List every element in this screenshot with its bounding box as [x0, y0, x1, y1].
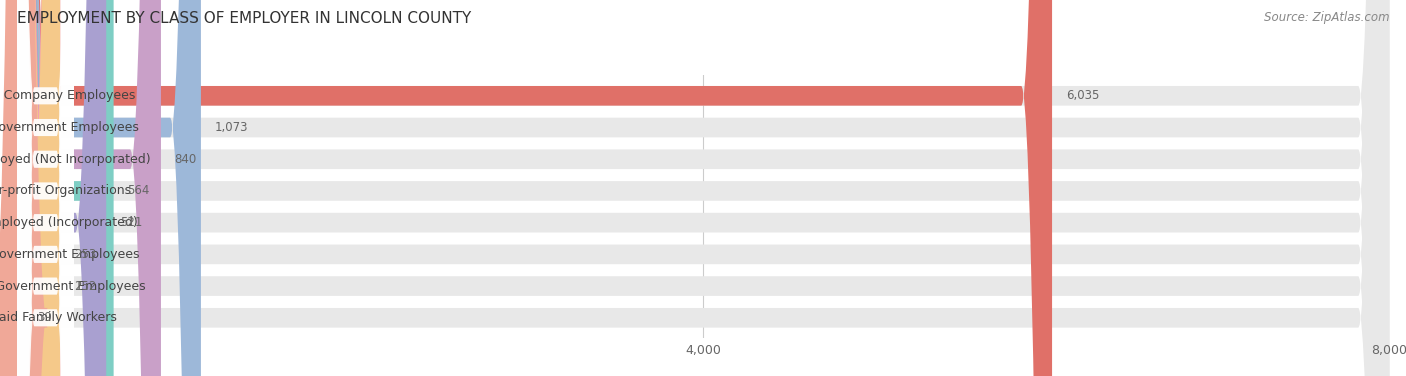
FancyBboxPatch shape: [17, 0, 1052, 376]
FancyBboxPatch shape: [17, 0, 75, 376]
FancyBboxPatch shape: [0, 0, 48, 376]
FancyBboxPatch shape: [17, 0, 107, 376]
Text: Source: ZipAtlas.com: Source: ZipAtlas.com: [1264, 11, 1389, 24]
Text: 252: 252: [75, 280, 96, 293]
FancyBboxPatch shape: [17, 0, 1389, 376]
FancyBboxPatch shape: [17, 0, 160, 376]
Text: State Government Employees: State Government Employees: [0, 248, 139, 261]
FancyBboxPatch shape: [17, 0, 1389, 376]
Text: 39: 39: [38, 311, 52, 324]
Text: Unpaid Family Workers: Unpaid Family Workers: [0, 311, 117, 324]
FancyBboxPatch shape: [17, 0, 114, 376]
FancyBboxPatch shape: [17, 0, 1389, 376]
FancyBboxPatch shape: [17, 0, 75, 376]
Text: Self-Employed (Not Incorporated): Self-Employed (Not Incorporated): [0, 153, 150, 166]
Text: Self-Employed (Incorporated): Self-Employed (Incorporated): [0, 216, 138, 229]
Text: 564: 564: [128, 185, 149, 197]
FancyBboxPatch shape: [17, 0, 75, 376]
Text: 1,073: 1,073: [215, 121, 247, 134]
FancyBboxPatch shape: [17, 0, 1389, 376]
FancyBboxPatch shape: [17, 0, 75, 376]
FancyBboxPatch shape: [17, 0, 1389, 376]
Text: 840: 840: [174, 153, 197, 166]
Text: Private Company Employees: Private Company Employees: [0, 89, 135, 102]
Text: Not-for-profit Organizations: Not-for-profit Organizations: [0, 185, 131, 197]
FancyBboxPatch shape: [17, 0, 201, 376]
FancyBboxPatch shape: [17, 0, 1389, 376]
FancyBboxPatch shape: [17, 0, 75, 376]
Text: 253: 253: [75, 248, 96, 261]
FancyBboxPatch shape: [17, 0, 60, 376]
FancyBboxPatch shape: [17, 0, 75, 376]
Text: 6,035: 6,035: [1066, 89, 1099, 102]
FancyBboxPatch shape: [17, 0, 60, 376]
FancyBboxPatch shape: [17, 0, 1389, 376]
FancyBboxPatch shape: [17, 0, 75, 376]
FancyBboxPatch shape: [17, 0, 75, 376]
Text: Federal Government Employees: Federal Government Employees: [0, 280, 146, 293]
Text: EMPLOYMENT BY CLASS OF EMPLOYER IN LINCOLN COUNTY: EMPLOYMENT BY CLASS OF EMPLOYER IN LINCO…: [17, 11, 471, 26]
Text: 521: 521: [120, 216, 142, 229]
Text: Local Government Employees: Local Government Employees: [0, 121, 139, 134]
FancyBboxPatch shape: [17, 0, 1389, 376]
